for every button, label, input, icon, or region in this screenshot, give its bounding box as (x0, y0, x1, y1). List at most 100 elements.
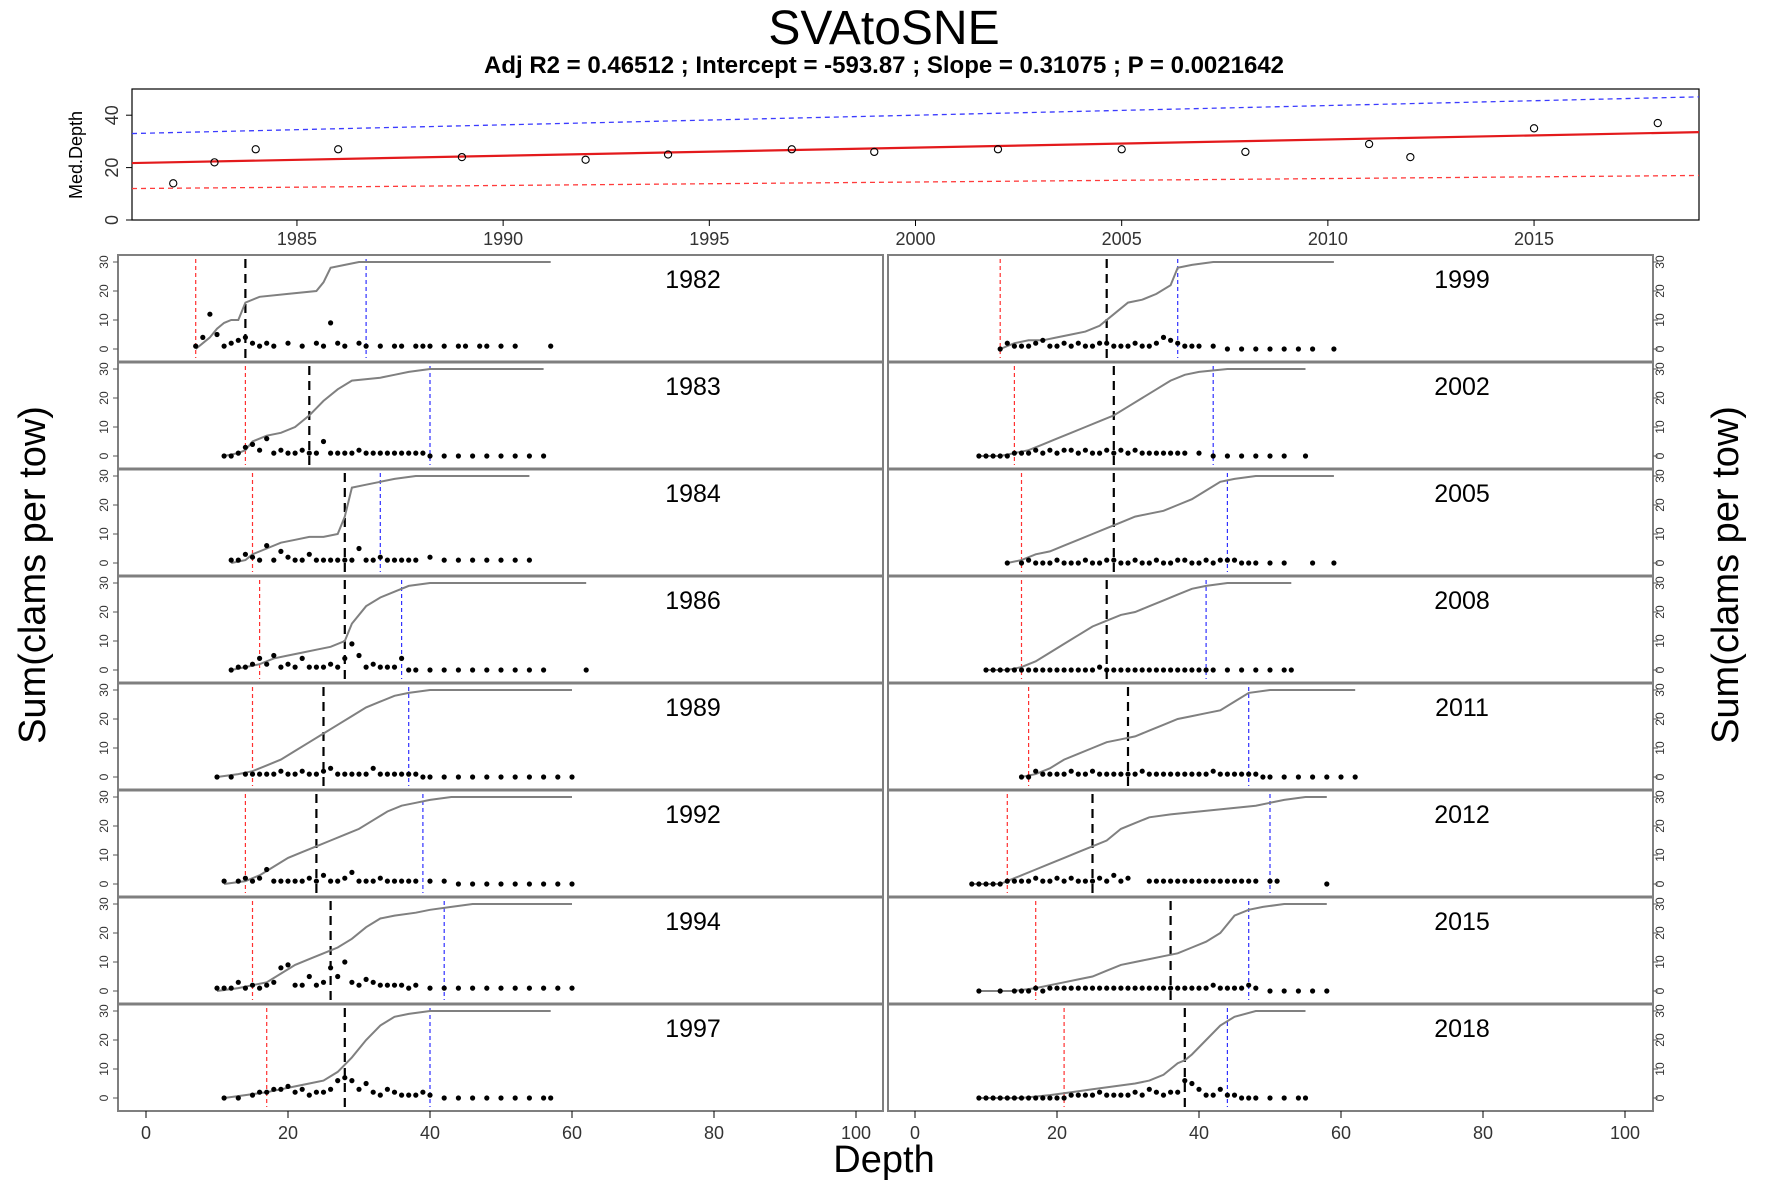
depth-point (1075, 450, 1081, 456)
depth-point (1026, 450, 1032, 456)
panel-year-label: 2015 (1434, 908, 1490, 936)
depth-point (997, 346, 1003, 352)
depth-point (285, 1083, 291, 1089)
depth-point (1160, 771, 1167, 777)
depth-point (1047, 878, 1053, 884)
depth-point (242, 771, 248, 777)
depth-point (1061, 667, 1067, 673)
depth-point (391, 771, 398, 777)
depth-point (1295, 988, 1301, 994)
depth-point (541, 1095, 547, 1101)
depth-point (470, 1095, 476, 1101)
panel-y-tick-label: 20 (97, 712, 111, 726)
depth-point (997, 667, 1003, 673)
panel-y-tick-label: 10 (1653, 848, 1667, 862)
depth-point (420, 450, 426, 456)
depth-point (1160, 334, 1167, 340)
depth-point (413, 450, 419, 456)
depth-point (313, 557, 319, 563)
panel-year-label: 1986 (665, 587, 721, 615)
depth-point (1153, 985, 1159, 991)
depth-point (306, 875, 312, 881)
depth-point (1210, 453, 1216, 459)
depth-point (399, 878, 405, 884)
depth-point (278, 878, 284, 884)
depth-point (1281, 1095, 1287, 1101)
depth-point (1068, 768, 1074, 774)
depth-point (271, 771, 277, 777)
median-depth-point (210, 158, 219, 167)
depth-point (1210, 667, 1216, 673)
y-axis-label-left: Sum(clams per tow) (12, 406, 54, 744)
depth-point (399, 1092, 405, 1098)
depth-point (377, 1092, 383, 1098)
depth-point (313, 982, 319, 988)
depth-point (1033, 875, 1039, 881)
panel-y-tick-label: 10 (97, 848, 111, 862)
depth-point (1118, 1092, 1124, 1098)
depth-point (983, 453, 989, 459)
panel-y-tick-label: 0 (97, 559, 111, 566)
depth-point (1182, 1078, 1188, 1084)
depth-point (1132, 667, 1138, 673)
depth-point (335, 450, 341, 456)
depth-point (1267, 453, 1273, 459)
median-depth-point (787, 145, 796, 154)
depth-point (512, 774, 518, 780)
depth-point (1246, 982, 1252, 988)
cumulative-curve (223, 796, 572, 885)
depth-point (1196, 771, 1202, 777)
depth-point (413, 667, 419, 673)
depth-point (1295, 346, 1301, 352)
depth-point (342, 655, 348, 662)
depth-point (455, 667, 461, 673)
depth-point (1246, 878, 1252, 884)
depth-point (1331, 560, 1337, 566)
panel-x-tick-label: 20 (278, 1123, 298, 1143)
depth-point (1026, 1095, 1032, 1101)
depth-point (462, 343, 469, 349)
panel-y-tick-label: 10 (97, 313, 111, 327)
depth-point (1054, 450, 1060, 456)
depth-point (285, 340, 291, 346)
depth-point (1047, 343, 1053, 349)
depth-point (1295, 774, 1301, 780)
depth-point (363, 1080, 369, 1087)
depth-point (349, 450, 355, 456)
depth-point (1153, 1089, 1159, 1095)
depth-point (1004, 667, 1010, 673)
depth-point (1047, 667, 1053, 673)
median-depth-point (457, 152, 467, 162)
depth-point (1082, 985, 1088, 991)
panel-y-tick-label: 20 (1653, 391, 1667, 405)
depth-point (1004, 560, 1010, 566)
depth-point (484, 343, 490, 349)
depth-point (1310, 774, 1316, 780)
depth-point (285, 554, 291, 560)
depth-point (1175, 557, 1181, 563)
depth-point (1196, 560, 1202, 566)
panel-y-tick-label: 20 (1653, 284, 1667, 298)
panel-y-tick-label: 20 (97, 819, 111, 833)
depth-point (306, 450, 312, 456)
depth-point (1111, 343, 1117, 349)
panel-y-tick-label: 10 (97, 420, 111, 434)
depth-point (1203, 878, 1209, 884)
depth-point (271, 1086, 277, 1092)
panel-year-label: 1992 (665, 801, 721, 829)
depth-point (285, 450, 291, 456)
depth-point (1040, 667, 1046, 673)
depth-point (1160, 450, 1167, 456)
panel-y-tick-label: 30 (97, 469, 111, 483)
depth-point (541, 453, 547, 459)
depth-point (1324, 988, 1330, 994)
depth-point (1097, 1089, 1103, 1095)
panel-y-tick-label: 20 (1653, 926, 1667, 940)
panel-y-tick-label: 10 (1653, 1062, 1667, 1076)
depth-point (356, 878, 362, 884)
depth-point (1132, 447, 1138, 453)
depth-point (299, 982, 305, 988)
depth-point (1104, 1092, 1110, 1098)
depth-point (1153, 450, 1159, 456)
